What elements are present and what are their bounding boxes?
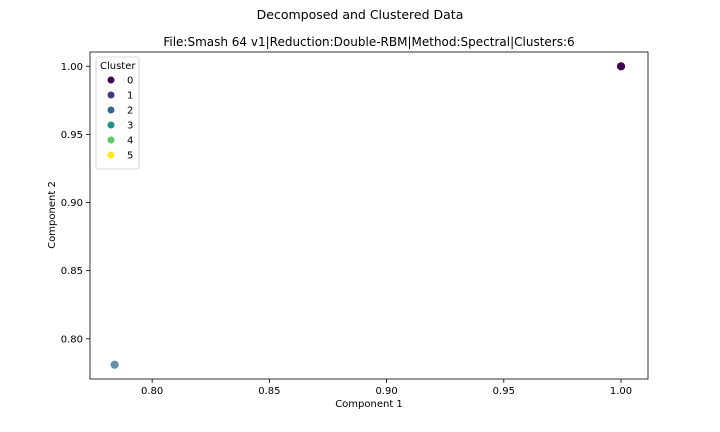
- legend-label-cluster-4: 4: [127, 136, 133, 147]
- legend-label-cluster-1: 1: [127, 91, 133, 102]
- plot-area-frame: [89, 51, 649, 380]
- legend-marker-cluster-2: [107, 106, 115, 114]
- x-tick-label: 0.90: [375, 386, 397, 397]
- legend-marker-cluster-3: [107, 121, 115, 129]
- chart-title: File:Smash 64 v1|Reduction:Double-RBM|Me…: [163, 35, 574, 49]
- y-tick-label: 0.90: [61, 198, 83, 209]
- x-tick-label: 0.85: [258, 386, 280, 397]
- legend-marker-cluster-5: [107, 151, 115, 159]
- chart-suptitle: Decomposed and Clustered Data: [257, 7, 464, 22]
- y-axis-label: Component 2: [47, 181, 58, 249]
- y-tick-label: 0.80: [61, 334, 83, 345]
- legend-box: [95, 56, 140, 170]
- scatter-point-cluster-2: [109, 359, 120, 370]
- legend-marker-cluster-4: [107, 136, 115, 144]
- legend-marker-cluster-1: [107, 91, 115, 99]
- legend: Cluster 0 1 2 3 4 5: [95, 56, 140, 170]
- legend-label-cluster-5: 5: [127, 151, 133, 162]
- x-axis-label: Component 1: [335, 399, 403, 410]
- x-tick-label: 0.95: [493, 386, 515, 397]
- y-tick-label: 0.95: [61, 130, 83, 141]
- y-tick-label: 0.85: [61, 266, 83, 277]
- x-tick-label: 0.80: [141, 386, 163, 397]
- legend-title: Cluster: [100, 61, 136, 72]
- y-tick-label: 1.00: [61, 62, 83, 73]
- scatter-point-cluster-0: [616, 61, 626, 72]
- x-tick-label: 1.00: [610, 386, 632, 397]
- legend-label-cluster-2: 2: [127, 106, 133, 117]
- legend-label-cluster-3: 3: [127, 121, 133, 132]
- legend-label-cluster-0: 0: [127, 76, 133, 87]
- legend-marker-cluster-0: [107, 76, 115, 84]
